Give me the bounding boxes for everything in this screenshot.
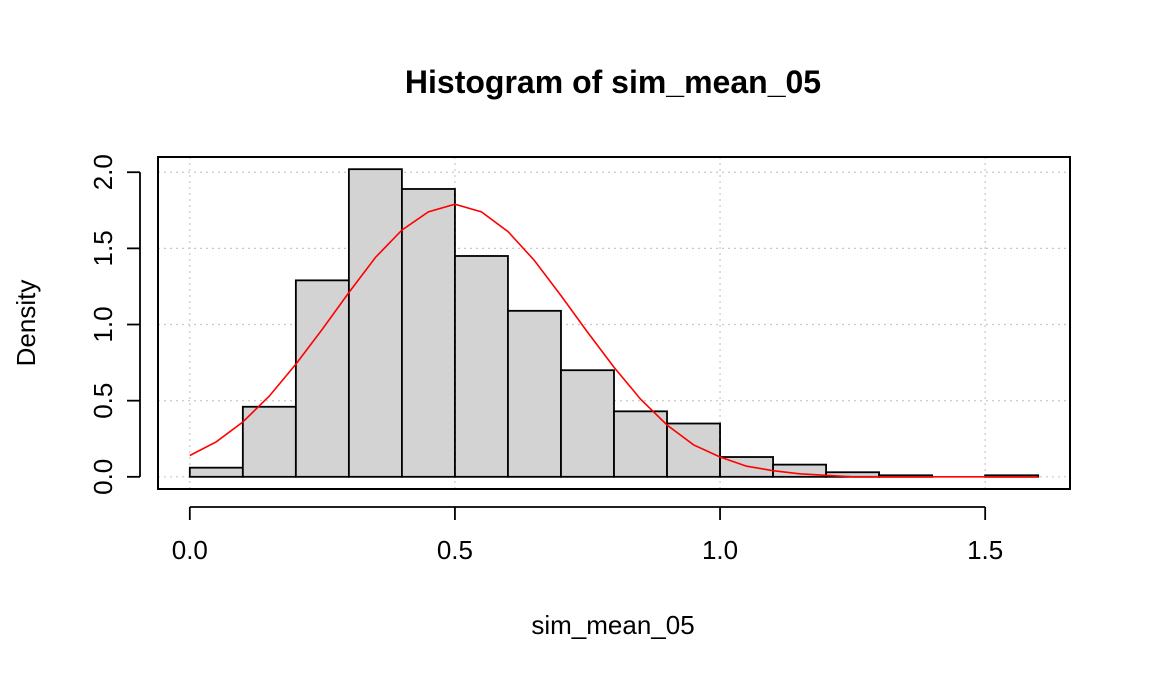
reference-lines (189, 188, 721, 478)
y-tick-label-1: 0.5 (88, 383, 118, 419)
y-tick-label-0: 0.0 (88, 459, 118, 495)
histogram-bar-2 (294, 279, 350, 478)
y-tick-label-2: 1.0 (88, 306, 118, 342)
histogram-bars (188, 168, 1040, 478)
chart-title: Histogram of sim_mean_05 (405, 64, 821, 100)
histogram-bar-7 (560, 369, 615, 478)
y-axis: 0.0 0.5 1.0 1.5 2.0 (88, 154, 141, 495)
plot-frame (157, 156, 1071, 490)
x-tick-label-0: 0.0 (172, 535, 208, 565)
y-axis-label: Density (11, 280, 41, 367)
histogram-bar-0 (188, 466, 244, 478)
histogram-bar-8 (613, 410, 668, 478)
histogram-bar-5 (454, 255, 509, 478)
density-curve (189, 203, 1039, 478)
x-tick-label-2: 1.0 (702, 535, 738, 565)
y-tick-label-3: 1.5 (88, 230, 118, 266)
histogram-bar-6 (507, 309, 562, 478)
histogram-bar-4 (401, 188, 456, 478)
x-axis: 0.0 0.5 1.0 1.5 (172, 506, 1003, 565)
y-tick-label-4: 2.0 (88, 154, 118, 190)
x-tick-label-1: 0.5 (437, 535, 473, 565)
x-tick-label-3: 1.5 (967, 535, 1003, 565)
x-axis-label: sim_mean_05 (531, 610, 694, 640)
histogram-bar-1 (241, 405, 297, 478)
histogram-bar-3 (347, 168, 403, 478)
